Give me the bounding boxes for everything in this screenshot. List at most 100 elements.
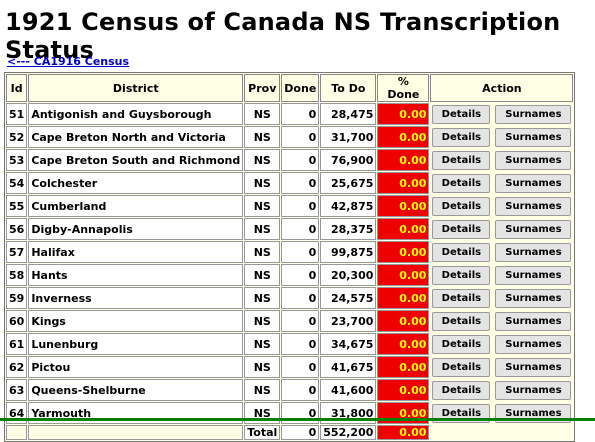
details-button[interactable]: Details: [432, 335, 490, 354]
row-id: 63: [6, 379, 27, 401]
row-todo: 41,600: [320, 379, 376, 401]
row-id: 51: [6, 103, 27, 125]
row-id: 57: [6, 241, 27, 263]
row-todo: 34,675: [320, 333, 376, 355]
table-row: 53 Cape Breton South and Richmond NS 0 76,90…: [6, 149, 573, 171]
total-district-cell: [28, 425, 243, 440]
row-district: Colchester: [28, 172, 243, 194]
table-header-row: Id District Prov Done To Do % Done Actio…: [6, 74, 573, 102]
surnames-button[interactable]: Surnames: [495, 335, 571, 354]
col-header-action: Action: [430, 74, 573, 102]
details-button[interactable]: Details: [432, 243, 490, 262]
row-done: 0: [281, 195, 319, 217]
row-pct: 0.00: [377, 195, 429, 217]
row-district: Digby-Annapolis: [28, 218, 243, 240]
table-row: 59 Inverness NS 0 24,575 0.00 Details Surnames: [6, 287, 573, 309]
surnames-button[interactable]: Surnames: [495, 174, 571, 193]
surnames-button[interactable]: Surnames: [495, 105, 571, 124]
surnames-button[interactable]: Surnames: [495, 197, 571, 216]
row-action-cell: Details Surnames: [430, 333, 573, 355]
row-pct: 0.00: [377, 241, 429, 263]
table-row: 55 Cumberland NS 0 42,875 0.00 Details Surnames: [6, 195, 573, 217]
details-button[interactable]: Details: [432, 381, 490, 400]
row-pct: 0.00: [377, 310, 429, 332]
row-district: Queens-Shelburne: [28, 379, 243, 401]
row-action-cell: Details Surnames: [430, 241, 573, 263]
table-row: 61 Lunenburg NS 0 34,675 0.00 Details Surnames: [6, 333, 573, 355]
row-action-cell: Details Surnames: [430, 103, 573, 125]
row-id: 59: [6, 287, 27, 309]
table-row: 56 Digby-Annapolis NS 0 28,375 0.00 Details Sur…: [6, 218, 573, 240]
row-action-cell: Details Surnames: [430, 218, 573, 240]
row-prov: NS: [244, 310, 280, 332]
surnames-button[interactable]: Surnames: [495, 312, 571, 331]
row-done: 0: [281, 149, 319, 171]
row-todo: 23,700: [320, 310, 376, 332]
row-pct: 0.00: [377, 149, 429, 171]
row-pct: 0.00: [377, 172, 429, 194]
row-pct: 0.00: [377, 333, 429, 355]
row-id: 53: [6, 149, 27, 171]
row-action-cell: Details Surnames: [430, 379, 573, 401]
back-link[interactable]: <--- CA1916 Census: [7, 55, 129, 68]
surnames-button[interactable]: Surnames: [495, 381, 571, 400]
status-table: Id District Prov Done To Do % Done Actio…: [4, 72, 575, 442]
surnames-button[interactable]: Surnames: [495, 151, 571, 170]
row-district: Kings: [28, 310, 243, 332]
total-action-cell: [430, 425, 573, 440]
row-id: 62: [6, 356, 27, 378]
row-done: 0: [281, 333, 319, 355]
row-district: Cape Breton South and Richmond: [28, 149, 243, 171]
row-district: Halifax: [28, 241, 243, 263]
row-todo: 42,875: [320, 195, 376, 217]
col-header-todo: To Do: [320, 74, 376, 102]
row-todo: 31,700: [320, 126, 376, 148]
row-action-cell: Details Surnames: [430, 195, 573, 217]
row-district: Hants: [28, 264, 243, 286]
row-done: 0: [281, 379, 319, 401]
row-pct: 0.00: [377, 126, 429, 148]
row-district: Antigonish and Guysborough: [28, 103, 243, 125]
details-button[interactable]: Details: [432, 174, 490, 193]
row-prov: NS: [244, 172, 280, 194]
surnames-button[interactable]: Surnames: [495, 220, 571, 239]
surnames-button[interactable]: Surnames: [495, 243, 571, 262]
surnames-button[interactable]: Surnames: [495, 128, 571, 147]
row-todo: 25,675: [320, 172, 376, 194]
row-prov: NS: [244, 333, 280, 355]
surnames-button[interactable]: Surnames: [495, 266, 571, 285]
row-todo: 24,575: [320, 287, 376, 309]
row-action-cell: Details Surnames: [430, 149, 573, 171]
row-done: 0: [281, 287, 319, 309]
row-action-cell: Details Surnames: [430, 172, 573, 194]
row-todo: 20,300: [320, 264, 376, 286]
row-done: 0: [281, 103, 319, 125]
row-id: 58: [6, 264, 27, 286]
details-button[interactable]: Details: [432, 266, 490, 285]
row-prov: NS: [244, 126, 280, 148]
details-button[interactable]: Details: [432, 105, 490, 124]
table-row: 62 Pictou NS 0 41,675 0.00 Details Surnames: [6, 356, 573, 378]
surnames-button[interactable]: Surnames: [495, 358, 571, 377]
col-header-done: Done: [281, 74, 319, 102]
col-header-pct: % Done: [377, 74, 429, 102]
row-id: 52: [6, 126, 27, 148]
row-action-cell: Details Surnames: [430, 287, 573, 309]
details-button[interactable]: Details: [432, 220, 490, 239]
row-done: 0: [281, 218, 319, 240]
row-done: 0: [281, 241, 319, 263]
table-row: 51 Antigonish and Guysborough NS 0 28,475 0.0…: [6, 103, 573, 125]
surnames-button[interactable]: Surnames: [495, 289, 571, 308]
total-id-cell: [6, 425, 27, 440]
row-district: Lunenburg: [28, 333, 243, 355]
details-button[interactable]: Details: [432, 358, 490, 377]
details-button[interactable]: Details: [432, 128, 490, 147]
table-row: 54 Colchester NS 0 25,675 0.00 Details Surnames: [6, 172, 573, 194]
details-button[interactable]: Details: [432, 197, 490, 216]
details-button[interactable]: Details: [432, 289, 490, 308]
row-action-cell: Details Surnames: [430, 356, 573, 378]
col-header-district: District: [28, 74, 243, 102]
details-button[interactable]: Details: [432, 312, 490, 331]
details-button[interactable]: Details: [432, 151, 490, 170]
row-id: 56: [6, 218, 27, 240]
